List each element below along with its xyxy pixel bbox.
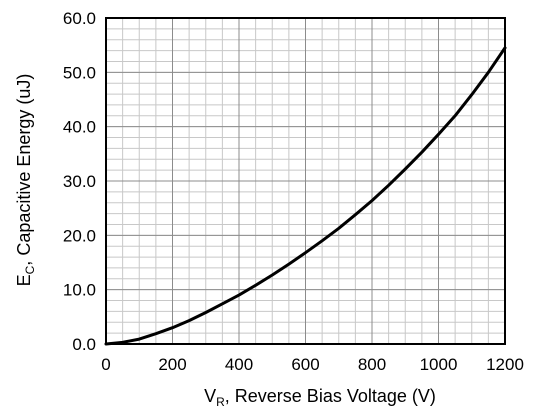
x-axis-title-rest: , Reverse Bias Voltage (V) (225, 386, 436, 406)
y-axis-title-rest: , Capacitive Energy (uJ) (14, 74, 34, 266)
y-tick-label: 20.0 (63, 226, 96, 245)
x-tick-label: 600 (291, 355, 319, 374)
series-layer (104, 46, 507, 346)
x-axis-title-main: V (204, 386, 216, 406)
x-axis-title: VR, Reverse Bias Voltage (V) (204, 386, 436, 409)
y-tick-label: 40.0 (63, 118, 96, 137)
y-axis-title-subscript: C (23, 265, 37, 274)
y-axis-title-main: E (14, 274, 34, 286)
y-tick-label: 30.0 (63, 172, 96, 191)
x-tick-label: 800 (358, 355, 386, 374)
x-tick-label: 1000 (420, 355, 458, 374)
y-tick-label: 60.0 (63, 9, 96, 28)
x-axis-title-subscript: R (216, 395, 225, 409)
y-tick-label: 0.0 (72, 335, 96, 354)
x-tick-label: 0 (101, 355, 110, 374)
grid-layer (105, 17, 506, 345)
tick-label-layer: 0 200 400 600 800 1000 1200 0.0 10.0 20.0 30.0 40.0… (63, 9, 524, 374)
y-tick-label: 50.0 (63, 63, 96, 82)
x-tick-label: 1200 (486, 355, 524, 374)
plot-frame (105, 17, 506, 345)
y-tick-label: 10.0 (63, 281, 96, 300)
x-tick-label: 400 (225, 355, 253, 374)
x-tick-label: 200 (158, 355, 186, 374)
series-line-0 (104, 46, 507, 346)
y-axis-title: EC, Capacitive Energy (uJ) (14, 74, 37, 287)
